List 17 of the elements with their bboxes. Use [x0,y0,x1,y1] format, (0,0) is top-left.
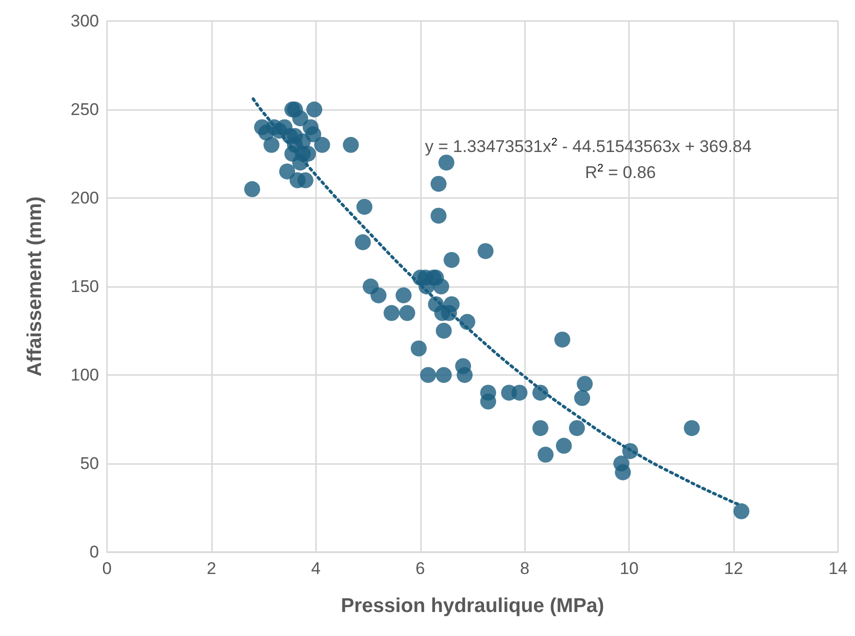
x-tick-label: 14 [828,559,848,578]
x-tick-label: 10 [620,559,639,578]
x-axis-title: Pression hydraulique (MPa) [340,595,604,617]
x-tick-label: 12 [724,559,744,578]
y-tick-label: 150 [70,277,99,296]
x-tick-label: 2 [206,559,216,578]
y-axis-title: Affaissement (mm) [24,196,46,377]
x-tick-label: 4 [311,559,321,578]
y-tick-label: 300 [70,12,99,30]
y-tick-label: 250 [70,100,99,119]
y-tick-label: 200 [70,188,99,208]
x-tick-label: 0 [102,559,112,578]
y-tick-label: 50 [80,454,99,473]
x-tick-label: 6 [416,559,426,578]
x-tick-label: 8 [520,559,530,578]
y-tick-label: 0 [90,542,99,562]
y-tick-label: 100 [70,366,99,384]
